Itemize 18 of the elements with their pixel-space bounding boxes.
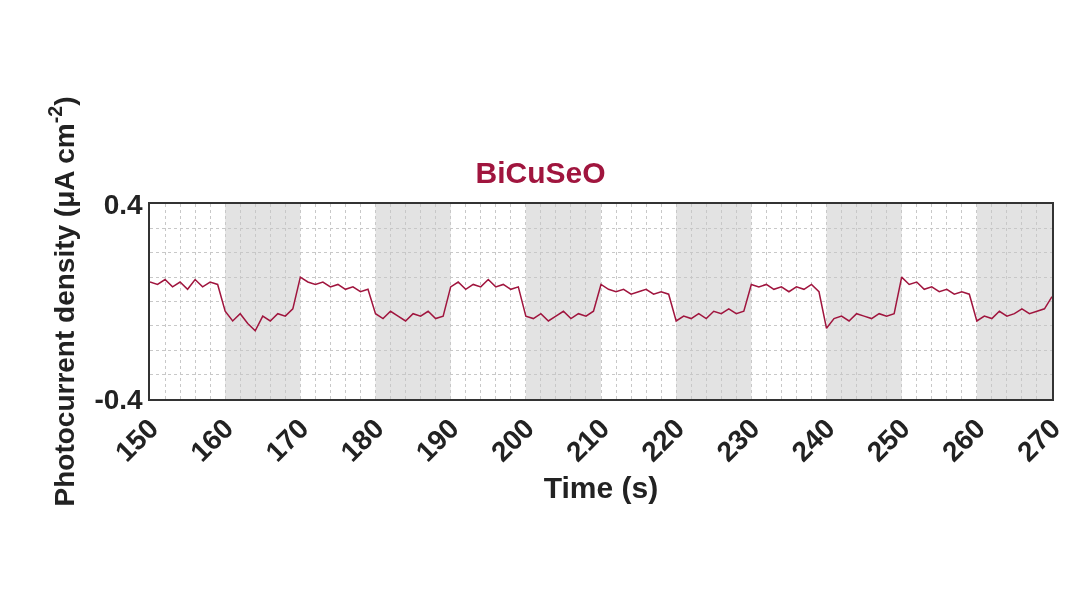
x-axis-title: Time (s) — [543, 470, 659, 504]
x-tick-label: 260 — [936, 412, 991, 468]
x-tick-label: 220 — [635, 412, 691, 468]
x-tick-label: 160 — [184, 412, 240, 468]
x-tick-label: 190 — [409, 412, 465, 468]
x-tick-label: 210 — [560, 412, 616, 468]
chart-title: BiCuSeO — [475, 155, 606, 189]
x-tick-label: 230 — [710, 412, 766, 468]
x-tick-label: 270 — [1011, 412, 1067, 468]
x-tick-label: 200 — [485, 412, 540, 468]
x-tick-label: 180 — [334, 412, 390, 468]
x-tick-label: 150 — [109, 412, 165, 468]
line-series — [150, 276, 1052, 332]
x-tick-label: 240 — [785, 412, 841, 468]
x-tick-label: 250 — [860, 412, 916, 468]
x-tick-label: 170 — [259, 412, 315, 468]
y-tick-label: 0.4 — [103, 188, 144, 220]
y-tick-label: -0.4 — [94, 383, 144, 415]
